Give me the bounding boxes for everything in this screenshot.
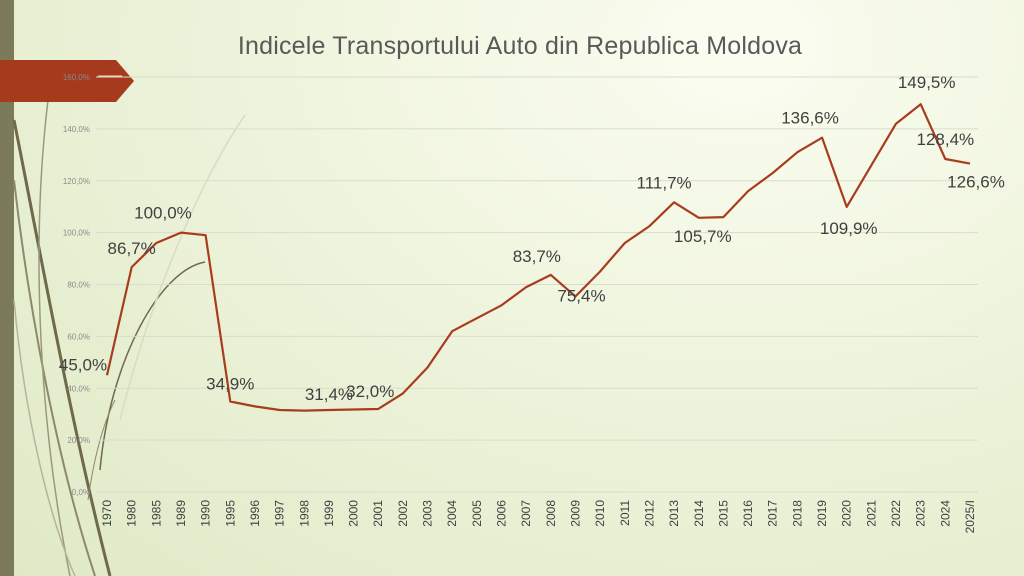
y-tick-label: 120,0% bbox=[63, 177, 90, 186]
data-label: 149,5% bbox=[898, 73, 956, 92]
data-label: 45,0% bbox=[59, 355, 107, 374]
data-label: 105,7% bbox=[674, 227, 732, 246]
y-tick-label: 20,0% bbox=[67, 436, 90, 445]
x-tick-label: 2004 bbox=[445, 500, 459, 527]
title-ribbon bbox=[0, 60, 134, 102]
x-tick-label: 2011 bbox=[618, 500, 632, 526]
chart-title: Indicele Transportului Auto din Republic… bbox=[237, 32, 803, 60]
x-tick-label: 1998 bbox=[297, 500, 311, 527]
x-tick-label: 1970 bbox=[100, 500, 114, 527]
data-label: 126,6% bbox=[947, 173, 1005, 192]
x-tick-label: 1989 bbox=[174, 500, 188, 527]
data-label: 32,0% bbox=[346, 382, 394, 401]
x-tick-label: 1999 bbox=[322, 500, 336, 527]
x-tick-label: 2000 bbox=[347, 500, 361, 527]
x-tick-label: 2009 bbox=[568, 500, 582, 527]
x-tick-label: 2022 bbox=[889, 500, 903, 527]
x-tick-label: 2008 bbox=[544, 500, 558, 527]
x-axis-ticks: 1970 1980 1985 1989 1990 1995 1996 1997 1998 1999… bbox=[100, 500, 977, 534]
data-label: 136,6% bbox=[781, 109, 839, 128]
y-axis-ticks: 0,0% 20,0% 40,0% 60,0% 80,0% 100,0% 120,0% 140,… bbox=[63, 73, 90, 497]
x-tick-label: 2023 bbox=[914, 500, 928, 527]
x-tick-label: 2019 bbox=[815, 500, 829, 527]
x-tick-label: 2012 bbox=[642, 500, 656, 527]
x-tick-label: 2007 bbox=[519, 500, 533, 527]
y-tick-label: 80,0% bbox=[67, 281, 90, 290]
data-label: 100,0% bbox=[134, 204, 192, 223]
x-tick-label: 1996 bbox=[248, 500, 262, 527]
data-label: 86,7% bbox=[108, 239, 156, 258]
x-tick-label: 2020 bbox=[840, 500, 854, 527]
x-tick-label: 2006 bbox=[495, 500, 509, 527]
x-tick-label: 2014 bbox=[692, 500, 706, 527]
x-tick-label: 2021 bbox=[864, 500, 878, 527]
y-tick-label: 0,0% bbox=[72, 488, 90, 497]
x-tick-label: 2024 bbox=[938, 500, 952, 527]
x-tick-label: 2002 bbox=[396, 500, 410, 527]
x-tick-label: 2025/I bbox=[963, 500, 977, 533]
gridlines bbox=[96, 76, 978, 493]
x-tick-label: 2010 bbox=[593, 500, 607, 527]
y-tick-label: 100,0% bbox=[63, 229, 90, 238]
x-tick-label: 2013 bbox=[667, 500, 681, 527]
series-line bbox=[105, 103, 971, 412]
data-label: 83,7% bbox=[513, 247, 561, 266]
y-tick-label: 40,0% bbox=[67, 384, 90, 393]
data-label: 75,4% bbox=[557, 286, 605, 305]
x-tick-label: 2016 bbox=[741, 500, 755, 527]
x-tick-label: 1997 bbox=[273, 500, 287, 527]
x-tick-label: 2015 bbox=[716, 500, 730, 527]
data-label: 128,4% bbox=[917, 130, 975, 149]
x-tick-label: 2017 bbox=[766, 500, 780, 527]
y-tick-label: 140,0% bbox=[63, 125, 90, 134]
x-tick-label: 1995 bbox=[223, 500, 237, 527]
data-label: 34,9% bbox=[206, 374, 254, 393]
data-label: 109,9% bbox=[820, 219, 878, 238]
data-labels: 45,0% 86,7% 100,0% 34,9% 31,4%32,0% 83,7% 75,4… bbox=[59, 73, 1005, 404]
x-tick-label: 2003 bbox=[421, 500, 435, 527]
y-tick-label: 160,0% bbox=[63, 73, 90, 82]
left-accent-bar bbox=[0, 0, 14, 576]
x-tick-label: 1985 bbox=[149, 500, 163, 527]
x-tick-label: 2018 bbox=[790, 500, 804, 527]
y-tick-label: 60,0% bbox=[67, 332, 90, 341]
x-tick-label: 1980 bbox=[125, 500, 139, 527]
x-tick-label: 2005 bbox=[470, 500, 484, 527]
data-label: 111,7% bbox=[637, 173, 692, 192]
x-tick-label: 1990 bbox=[199, 500, 213, 527]
data-label: 31,4% bbox=[305, 385, 353, 404]
x-tick-label: 2001 bbox=[371, 500, 385, 527]
